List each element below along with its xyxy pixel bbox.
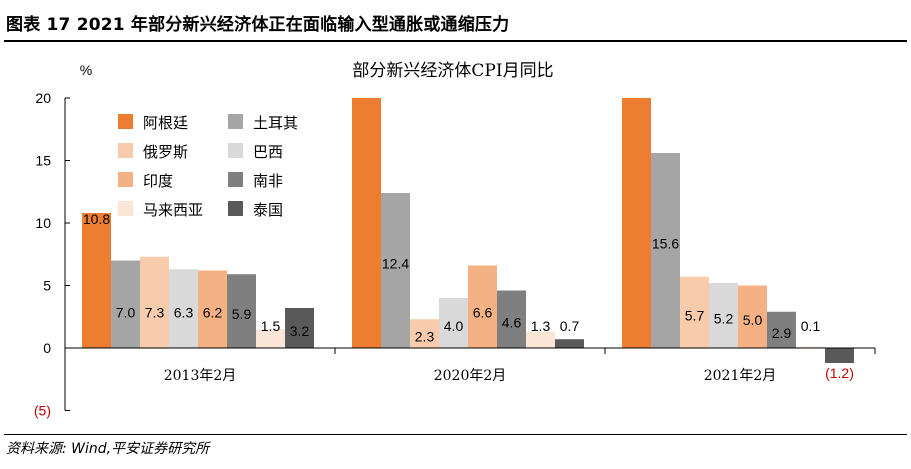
data-labels-layer: 10.8 7.0 7.3 6.3 6.2 5.9 1.5 3.2 12.4 2.3 4.0 6.6 4.… — [83, 211, 854, 381]
bar — [680, 276, 709, 348]
y-tick-label: 5 — [43, 278, 51, 294]
bar — [410, 319, 439, 348]
x-tick-label: 2021年2月 — [704, 368, 777, 384]
bar — [169, 269, 198, 348]
bar — [468, 265, 497, 348]
data-label: 6.3 — [174, 304, 194, 320]
data-label: 7.3 — [145, 304, 165, 320]
legend-swatch — [118, 143, 133, 158]
source-note: 资料来源: Wind,平安证券研究所 — [6, 441, 210, 457]
y-axis: (5) 0 5 10 15 20 — [34, 90, 70, 419]
bar — [825, 348, 854, 363]
legend-swatch — [228, 201, 243, 216]
bar — [651, 153, 680, 348]
bar — [285, 308, 314, 348]
header-divider — [4, 40, 907, 42]
legend-label: 印度 — [143, 172, 173, 190]
x-tick-label: 2013年2月 — [164, 368, 237, 384]
legend-label: 土耳其 — [253, 114, 298, 132]
bar — [82, 213, 111, 348]
legend-label: 泰国 — [253, 201, 283, 219]
legend-swatch — [118, 172, 133, 187]
legend-swatch — [228, 114, 243, 129]
bar — [767, 311, 796, 348]
chart-title: 部分新兴经济体CPI月同比 — [352, 61, 553, 81]
data-label: 4.0 — [444, 318, 464, 334]
y-tick-label: 20 — [35, 90, 51, 106]
bar — [381, 193, 410, 348]
y-axis-unit: % — [80, 62, 92, 78]
legend-swatch — [228, 172, 243, 187]
bar — [256, 329, 285, 348]
data-label: 2.3 — [415, 329, 435, 345]
data-label: 3.2 — [290, 323, 310, 339]
data-label: 1.3 — [531, 318, 551, 334]
y-tick-label: 10 — [35, 215, 51, 231]
x-tick-label: 2020年2月 — [434, 368, 507, 384]
legend-label: 阿根廷 — [143, 114, 188, 132]
figure-header: 图表 17 2021 年部分新兴经济体正在面临输入型通胀或通缩压力 — [0, 0, 911, 42]
data-label: 0.7 — [560, 318, 580, 334]
legend-label: 马来西亚 — [143, 201, 203, 219]
data-label: 6.6 — [473, 304, 493, 320]
bars-layer — [82, 98, 854, 363]
bar — [227, 274, 256, 348]
legend-swatch — [228, 143, 243, 158]
bar — [111, 260, 140, 348]
y-tick-label: 15 — [35, 153, 51, 169]
data-label: 1.5 — [261, 318, 281, 334]
data-label: 15.6 — [652, 236, 679, 252]
bar — [738, 285, 767, 348]
bar — [526, 331, 555, 348]
data-label: (1.2) — [825, 365, 854, 381]
bar — [622, 98, 651, 348]
data-label: 5.2 — [714, 311, 734, 327]
data-label: 7.0 — [116, 304, 136, 320]
data-label: 0.1 — [801, 318, 821, 334]
data-label: 6.2 — [203, 304, 223, 320]
data-label: 4.6 — [502, 314, 522, 330]
data-label: 10.8 — [83, 211, 110, 227]
bar — [796, 346, 825, 348]
bar — [140, 256, 169, 348]
bar — [352, 98, 381, 348]
legend-label: 巴西 — [253, 143, 283, 161]
x-axis: 2013年2月 2020年2月 2021年2月 — [64, 347, 876, 384]
y-tick-label: 0 — [43, 340, 51, 356]
legend-swatch — [118, 201, 133, 216]
data-label: 2.9 — [772, 325, 792, 341]
bar — [439, 298, 468, 348]
data-label: 12.4 — [382, 256, 409, 272]
data-label: 5.7 — [685, 307, 705, 323]
data-label: 5.9 — [232, 306, 252, 322]
bar — [497, 290, 526, 348]
legend-label: 俄罗斯 — [143, 143, 188, 161]
footer-divider — [4, 434, 907, 435]
bar — [555, 339, 584, 348]
y-tick-label: (5) — [34, 403, 51, 419]
legend-label: 南非 — [253, 172, 283, 190]
legend-swatch — [118, 114, 133, 129]
data-label: 5.0 — [743, 312, 763, 328]
bar — [198, 270, 227, 348]
bar — [709, 283, 738, 348]
figure-title: 图表 17 2021 年部分新兴经济体正在面临输入型通胀或通缩压力 — [6, 15, 510, 35]
